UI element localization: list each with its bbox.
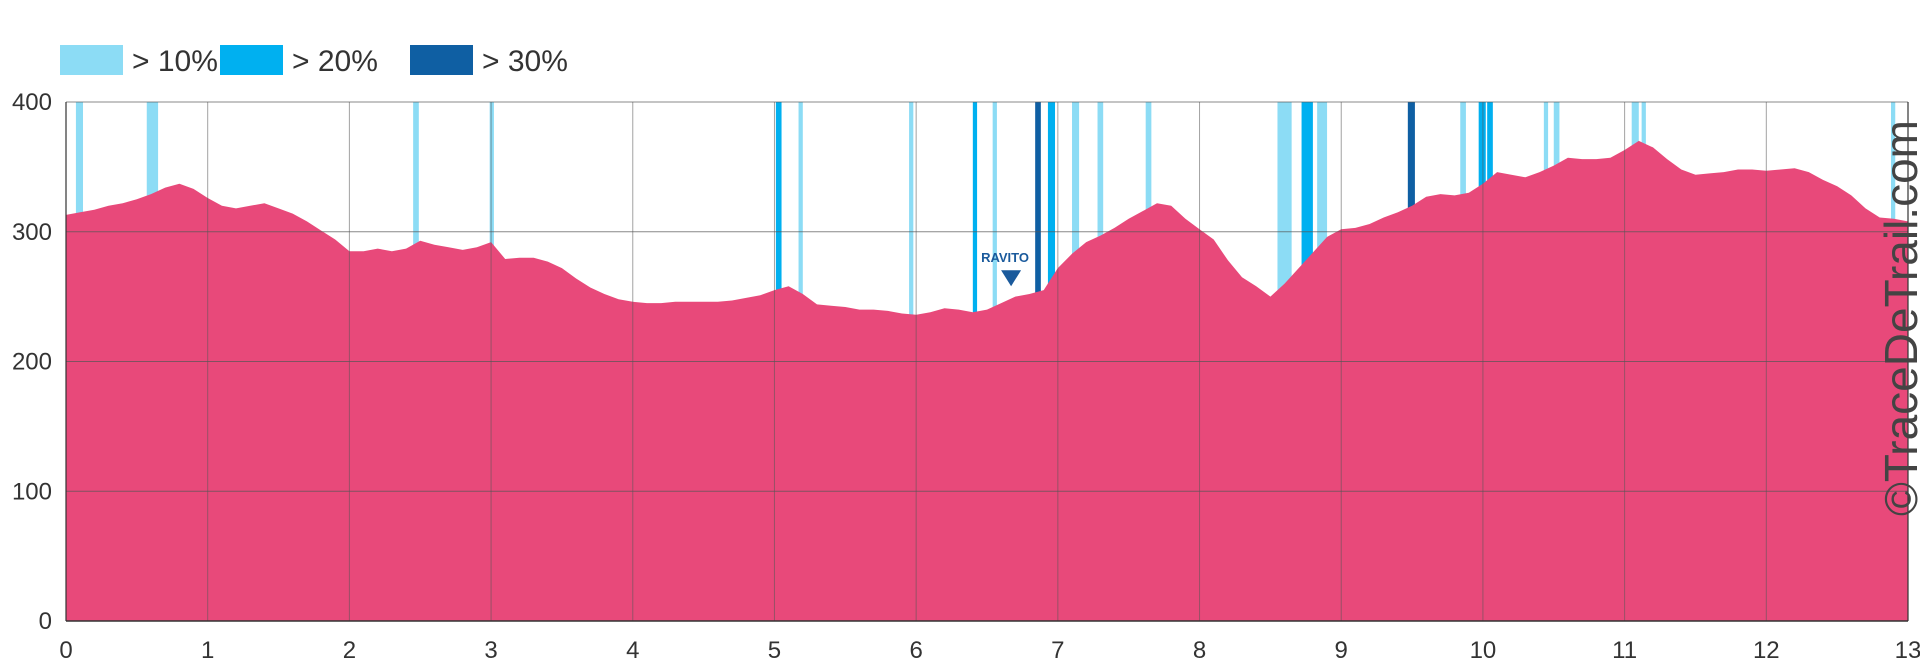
- grid: [65, 101, 1909, 622]
- annotations: RAVITO: [981, 250, 1029, 287]
- legend-label-gt20: > 20%: [292, 45, 378, 78]
- legend-label-gt10: > 10%: [132, 45, 218, 78]
- legend-swatch-gt30: [410, 45, 473, 75]
- x-tick-label: 3: [484, 637, 497, 664]
- y-tick-label: 300: [12, 219, 52, 246]
- x-tick-label: 10: [1470, 637, 1497, 664]
- watermark: ©TraceDeTrail.com: [1875, 120, 1920, 516]
- y-tick-label: 100: [12, 478, 52, 505]
- ravito-marker-icon: [1001, 270, 1022, 287]
- x-tick-label: 8: [1193, 637, 1206, 664]
- watermark-text: ©TraceDeTrail.com: [1875, 120, 1920, 516]
- y-tick-label: 200: [12, 349, 52, 376]
- x-tick-label: 0: [59, 637, 72, 664]
- elevation-area: [66, 140, 1908, 621]
- x-tick-label: 2: [343, 637, 356, 664]
- x-tick-label: 5: [768, 637, 781, 664]
- x-tick-label: 1: [201, 637, 214, 664]
- x-tick-label: 4: [626, 637, 639, 664]
- legend-label-gt30: > 30%: [482, 45, 568, 78]
- legend: > 10% > 20% > 30%: [60, 45, 568, 78]
- x-tick-label: 6: [909, 637, 922, 664]
- x-tick-label: 12: [1753, 637, 1780, 664]
- annotation-label: RAVITO: [981, 250, 1029, 265]
- x-tick-label: 9: [1335, 637, 1348, 664]
- x-tick-label: 13: [1895, 637, 1920, 664]
- y-tick-label: 400: [12, 89, 52, 116]
- x-tick-label: 7: [1051, 637, 1064, 664]
- legend-swatch-gt20: [220, 45, 283, 75]
- x-tick-label: 11: [1612, 637, 1637, 664]
- legend-swatch-gt10: [60, 45, 123, 75]
- y-tick-label: 0: [39, 608, 52, 635]
